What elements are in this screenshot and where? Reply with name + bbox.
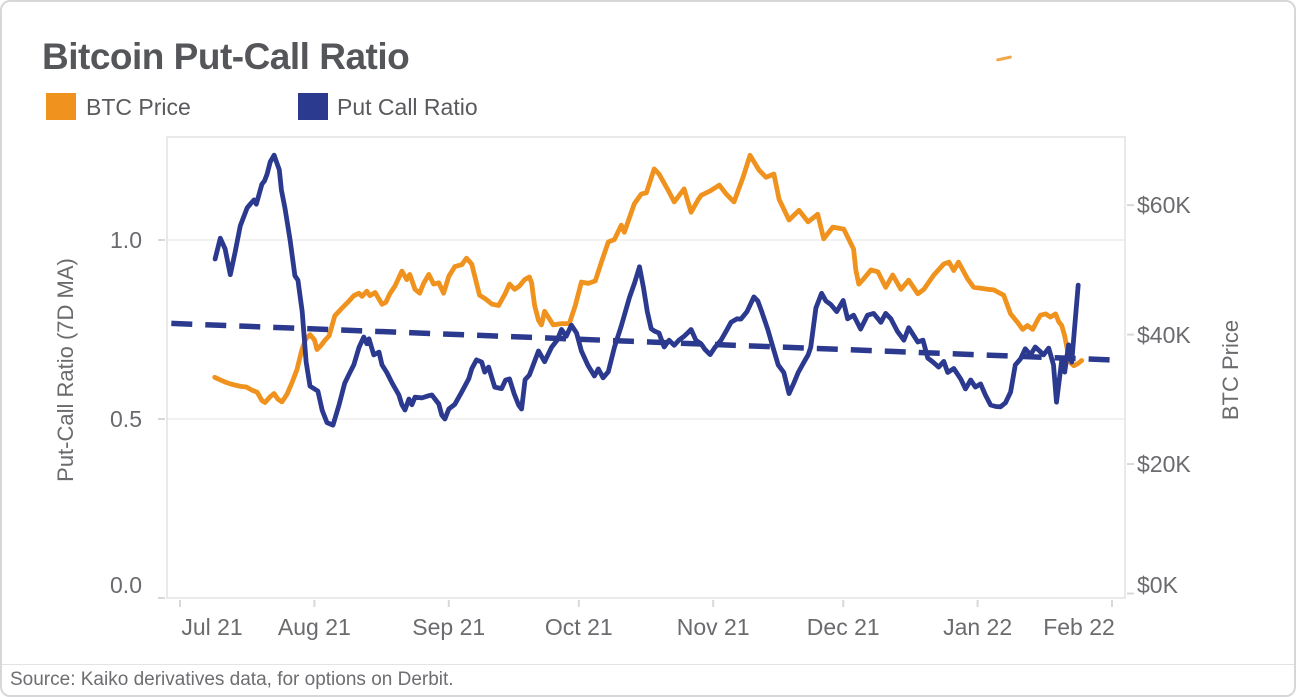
x-axis-tick-jan-22: Jan 22 (943, 614, 1013, 640)
right-axis-tick-$40K: $40K (1137, 321, 1191, 348)
legend-swatch-put-call-ratio (298, 93, 328, 120)
left-axis-tick-0.0: 0.0 (110, 572, 142, 598)
legend-swatch-btc-price (46, 93, 76, 120)
left-axis-tick-1.0: 1.0 (110, 227, 142, 253)
right-axis-tick-$20K: $20K (1137, 451, 1191, 478)
chart-title: Bitcoin Put-Call Ratio (42, 36, 410, 77)
left-axis-tick-0.5: 0.5 (110, 406, 142, 432)
x-axis-tick-aug-21: Aug 21 (277, 614, 351, 640)
x-axis-tick-dec-21: Dec 21 (806, 614, 880, 640)
series-btc-price (212, 152, 1085, 405)
right-axis-tick-$60K: $60K (1137, 192, 1191, 219)
series-put-call-ratio (212, 152, 1081, 428)
x-axis-tick-oct-21: Oct 21 (544, 614, 613, 640)
plot-border (166, 136, 1126, 599)
left-axis-title: Put-Call Ratio (7D MA) (53, 258, 78, 482)
x-axis-tick-sep-21: Sep 21 (412, 614, 486, 640)
source-note: Source: Kaiko derivatives data, for opti… (10, 669, 454, 690)
legend-label-btc-price: BTC Price (86, 94, 191, 120)
right-axis-title: BTC Price (1218, 319, 1243, 421)
x-axis-tick-feb-22: Feb 22 (1043, 614, 1115, 640)
x-axis-tick-nov-21: Nov 21 (676, 614, 750, 640)
x-axis-tick-jul-21: Jul 21 (181, 614, 243, 640)
right-axis-tick-$0K: $0K (1137, 572, 1178, 598)
footer-divider (2, 664, 1294, 665)
legend-label-put-call-ratio: Put Call Ratio (337, 94, 478, 120)
series-put-call-ratio-trend (171, 320, 1121, 364)
